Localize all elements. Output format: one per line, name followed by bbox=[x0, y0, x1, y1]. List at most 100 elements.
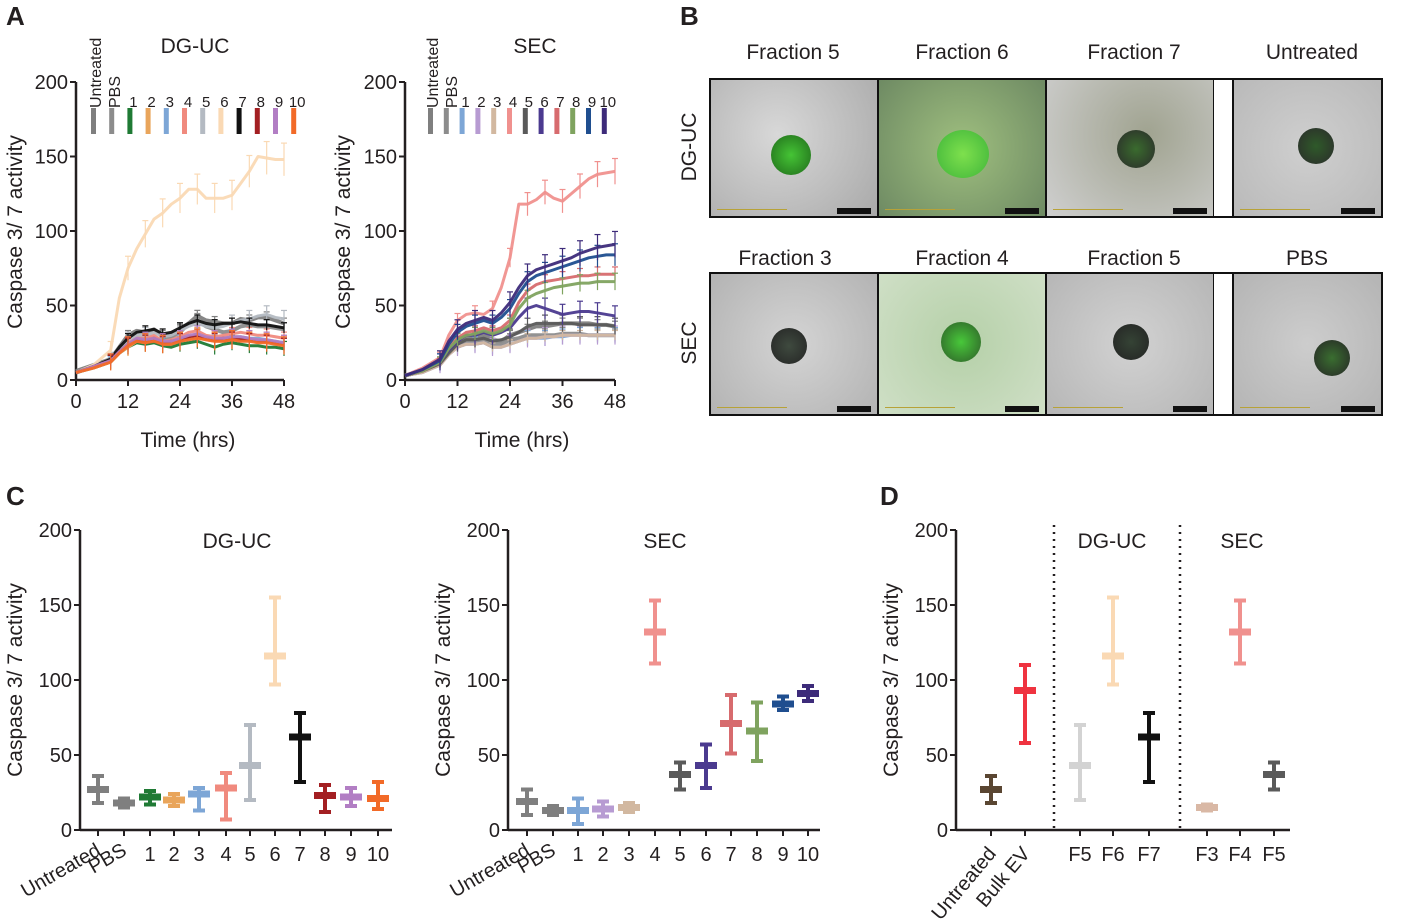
chart-c2-category-label: 3 bbox=[623, 844, 634, 866]
panel-label-a: A bbox=[6, 1, 25, 31]
legend-a1-swatch-PBS bbox=[109, 108, 115, 134]
panel-label-b: B bbox=[680, 1, 699, 31]
legend-a1-label-10: 10 bbox=[289, 94, 306, 111]
chart-a1-x-tick-label: 0 bbox=[70, 391, 81, 413]
spheroid bbox=[1117, 130, 1155, 168]
scale-bar bbox=[1053, 209, 1123, 210]
micrograph-gap-sec bbox=[1214, 274, 1232, 414]
chart-c2-category-label: 1 bbox=[572, 844, 583, 866]
legend-a2-swatch-2 bbox=[475, 108, 481, 134]
chart-c1-category-label: 1 bbox=[144, 844, 155, 866]
legend-a1-swatch-9 bbox=[273, 108, 278, 134]
panel-label-c: C bbox=[6, 481, 25, 511]
chart-c1-y-tick-label: 200 bbox=[39, 520, 72, 542]
chart-c2-y-tick-label: 100 bbox=[467, 670, 500, 692]
chart-d-y-tick-label: 150 bbox=[915, 595, 948, 617]
panel-label-d: D bbox=[880, 481, 899, 511]
legend-a2-swatch-7 bbox=[554, 108, 560, 134]
legend-a1: 1 2 3 4 5 6 7 8 9 10 bbox=[91, 94, 306, 134]
legend-a2: 1 2 3 4 5 6 7 8 9 10 bbox=[428, 94, 616, 134]
chart-d-y-tick-label: 100 bbox=[915, 670, 948, 692]
chart-c2-category-label: 6 bbox=[700, 844, 711, 866]
micrograph-gap-dguc bbox=[1214, 80, 1232, 216]
legend-a1-swatch-1 bbox=[127, 108, 133, 134]
chart-d-group-dguc: DG-UC bbox=[1078, 530, 1147, 553]
legend-a2-swatch-4 bbox=[507, 108, 512, 134]
chart-a2-x-tick-label: 48 bbox=[604, 391, 626, 413]
chart-c2-y-tick-label: 50 bbox=[478, 745, 500, 767]
chart-a2-series-4-line bbox=[404, 169, 616, 377]
micrograph-dguc-untreated bbox=[1234, 80, 1381, 216]
timestamp-box bbox=[837, 208, 871, 214]
b-caption-r1-4: Untreated bbox=[1266, 41, 1358, 64]
spheroid bbox=[937, 130, 989, 178]
chart-c2-category-label: 7 bbox=[725, 844, 736, 866]
micrograph-sec-fraction4 bbox=[879, 274, 1045, 414]
chart-d-ylabel: Caspase 3/ 7 activity bbox=[880, 583, 903, 777]
timestamp-box bbox=[837, 406, 871, 412]
legend-a2-swatch-5 bbox=[522, 108, 528, 134]
legend-a1-label-2: 2 bbox=[147, 94, 155, 111]
b-caption-r1-3: Fraction 7 bbox=[1087, 41, 1180, 64]
timestamp-box bbox=[1341, 208, 1375, 214]
legend-a1-untreated: Untreated bbox=[88, 38, 105, 108]
legend-a1-swatch-2 bbox=[145, 108, 151, 134]
chart-a2-y-tick-label: 200 bbox=[364, 72, 397, 94]
scale-bar bbox=[1240, 407, 1310, 408]
legend-a1-swatch-3 bbox=[163, 108, 169, 134]
legend-a2-label-3: 3 bbox=[493, 94, 501, 111]
b-row-label-sec: SEC bbox=[678, 321, 701, 364]
chart-a1-series-6-line bbox=[75, 155, 284, 374]
b-caption-r2-1: Fraction 3 bbox=[738, 247, 831, 270]
timestamp-box bbox=[1341, 406, 1375, 412]
chart-c2-y-tick-label: 0 bbox=[489, 820, 500, 842]
chart-a2-x-tick-label: 0 bbox=[399, 391, 410, 413]
legend-a2-untreated: Untreated bbox=[425, 38, 442, 108]
scale-bar bbox=[717, 407, 787, 408]
legend-a2-label-1: 1 bbox=[461, 94, 469, 111]
timestamp-box bbox=[1005, 208, 1039, 214]
chart-c2-ylabel: Caspase 3/ 7 activity bbox=[432, 583, 455, 777]
legend-a1-swatch-8 bbox=[254, 108, 260, 134]
chart-a1-xlabel: Time (hrs) bbox=[141, 429, 236, 452]
chart-a1-x-tick-label: 36 bbox=[221, 391, 243, 413]
micrograph-sec-pbs bbox=[1234, 274, 1381, 414]
chart-a2-series-5-line bbox=[404, 321, 616, 377]
chart-c1-category-label: 6 bbox=[269, 844, 280, 866]
legend-a1-swatch-Untreated bbox=[91, 108, 96, 134]
chart-a1-y-tick-label: 50 bbox=[46, 296, 68, 318]
chart-d-y-tick-label: 0 bbox=[937, 820, 948, 842]
chart-c2-category-label: 8 bbox=[751, 844, 762, 866]
legend-a1-swatch-4 bbox=[182, 108, 187, 134]
chart-a2-series-10-line bbox=[404, 242, 616, 377]
chart-a2-ylabel: Caspase 3/ 7 activity bbox=[332, 135, 355, 329]
timestamp-box bbox=[1005, 406, 1039, 412]
chart-d-y-tick-label: 200 bbox=[915, 520, 948, 542]
chart-a2-series-3-line bbox=[404, 333, 615, 378]
chart-c1-y-tick-label: 150 bbox=[39, 595, 72, 617]
legend-a1-label-6: 6 bbox=[220, 94, 228, 111]
chart-d-group-sec: SEC bbox=[1220, 530, 1263, 553]
chart-d-category-label: F3 bbox=[1195, 844, 1218, 866]
timestamp-box bbox=[1173, 208, 1207, 214]
chart-a2-xlabel: Time (hrs) bbox=[475, 429, 570, 452]
spheroid bbox=[771, 328, 807, 364]
legend-a1-label-9: 9 bbox=[275, 94, 283, 111]
chart-c1-category-label: 2 bbox=[168, 844, 179, 866]
chart-a1-x-tick-label: 24 bbox=[169, 391, 191, 413]
b-caption-r2-4: PBS bbox=[1286, 247, 1328, 270]
chart-a2-series-8-line bbox=[404, 280, 615, 377]
legend-a2-swatch-9 bbox=[586, 108, 591, 134]
spheroid bbox=[941, 322, 981, 362]
b-caption-r2-3: Fraction 5 bbox=[1087, 247, 1180, 270]
chart-c2-title: SEC bbox=[643, 530, 686, 553]
legend-a2-label-5: 5 bbox=[525, 94, 533, 111]
micrograph-dguc-fraction6 bbox=[879, 80, 1045, 216]
legend-a1-swatch-10 bbox=[291, 108, 297, 134]
legend-a1-label-3: 3 bbox=[166, 94, 174, 111]
chart-d-category-label: F5 bbox=[1262, 844, 1285, 866]
